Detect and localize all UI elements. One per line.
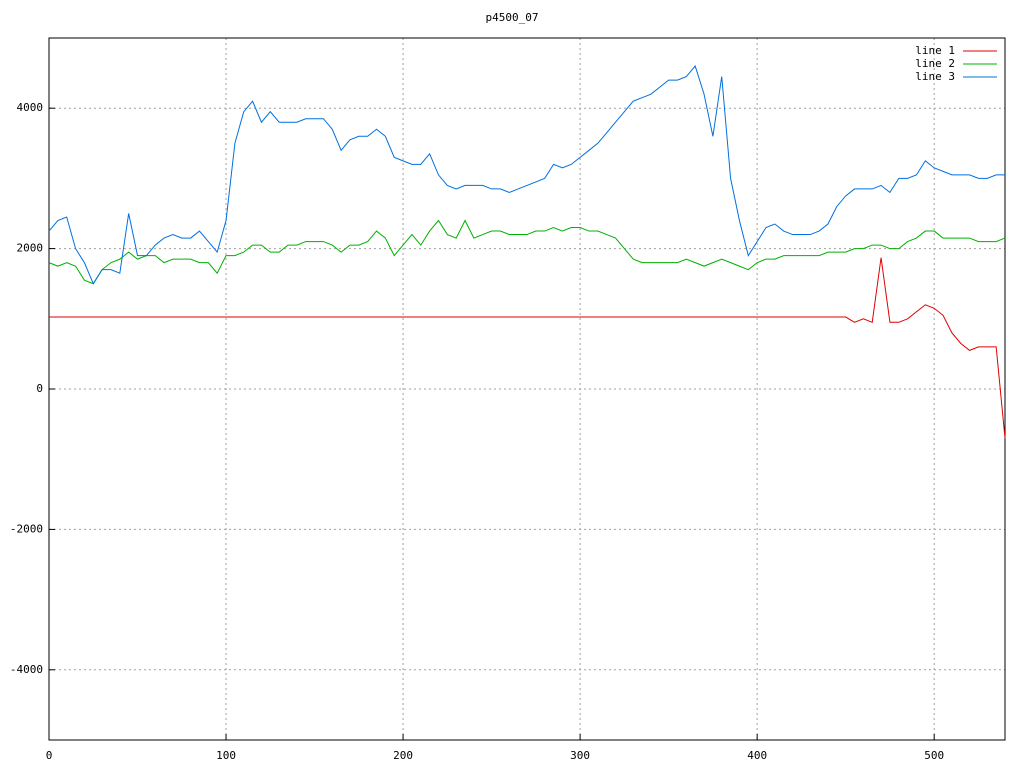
x-tick-label: 300 <box>570 749 590 762</box>
y-tick-label: 0 <box>36 382 43 395</box>
x-tick-label: 100 <box>216 749 236 762</box>
data-line <box>49 257 1006 439</box>
y-tick-label: -4000 <box>10 663 43 676</box>
y-tick-label: 2000 <box>17 242 44 255</box>
legend-label: line 2 <box>915 57 955 70</box>
legend-label: line 1 <box>915 44 955 57</box>
x-tick-label: 500 <box>924 749 944 762</box>
x-tick-label: 0 <box>46 749 53 762</box>
data-line <box>48 219 1006 285</box>
x-tick-label: 400 <box>747 749 767 762</box>
plot-border <box>48 37 1006 741</box>
y-tick-label: 4000 <box>17 101 44 114</box>
data-line <box>48 65 1005 285</box>
y-tick-label: -2000 <box>10 522 43 535</box>
chart-title: p4500_07 <box>486 11 539 24</box>
legend-label: line 3 <box>915 70 955 83</box>
x-tick-label: 200 <box>393 749 413 762</box>
